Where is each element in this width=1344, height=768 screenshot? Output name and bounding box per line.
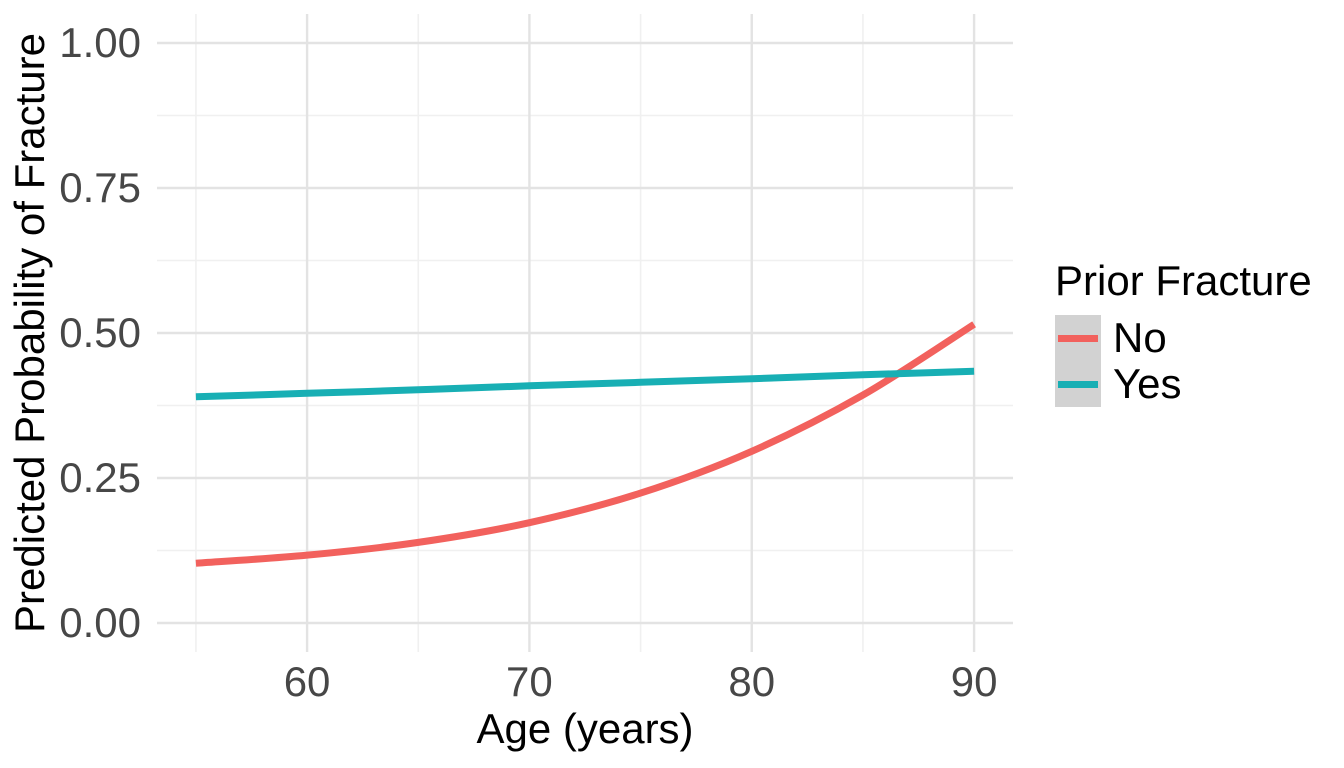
x-tick-label: 90 [950, 658, 998, 705]
legend-label-no: No [1113, 314, 1167, 361]
x-tick-label: 60 [283, 658, 331, 705]
x-tick-label: 80 [728, 658, 776, 705]
legend-key-yes [1055, 361, 1101, 407]
line-yes [195, 367, 975, 401]
y-tick-label: 0.75 [59, 164, 141, 211]
legend-title: Prior Fracture [1055, 257, 1312, 305]
y-tick-label: 0.00 [59, 599, 141, 646]
y-tick-label: 0.25 [59, 454, 141, 501]
legend-line-swatch-yes [1058, 380, 1098, 388]
legend-label-yes: Yes [1113, 360, 1182, 407]
legend-item-yes: Yes [1055, 361, 1182, 407]
y-tick-label: 0.50 [59, 309, 141, 356]
legend-item-no: No [1055, 315, 1182, 361]
legend-key-no [1055, 315, 1101, 361]
legend-line-swatch-no [1058, 334, 1098, 342]
y-tick-label: 1.00 [59, 19, 141, 66]
x-tick-label: 70 [506, 658, 553, 705]
line-no [195, 321, 976, 567]
y-axis-title: Predicted Probability of Fracture [6, 33, 53, 633]
x-axis-title: Age (years) [476, 705, 694, 752]
legend: No Yes [1055, 315, 1182, 407]
